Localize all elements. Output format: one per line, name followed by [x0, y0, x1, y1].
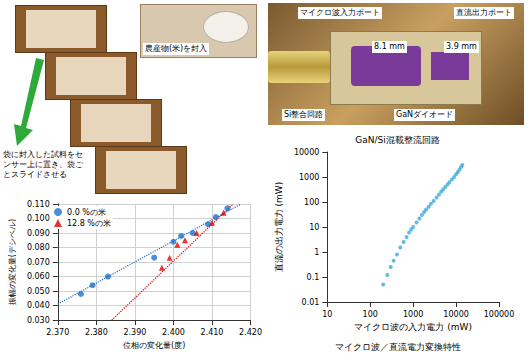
svg-text:2.420: 2.420 [239, 328, 262, 337]
svg-text:10000: 10000 [443, 310, 468, 319]
svg-text:2.370: 2.370 [46, 328, 69, 337]
svg-text:0.070: 0.070 [27, 258, 50, 267]
html-text:3.9 mm: 3.9 mm [446, 42, 477, 51]
svg-text:2.390: 2.390 [123, 328, 146, 337]
html-text:マイクロ波入力ポート: マイクロ波入力ポート [300, 8, 380, 17]
svg-text:0.080: 0.080 [27, 243, 50, 252]
svg-text:2.410: 2.410 [201, 328, 224, 337]
svg-text:100000: 100000 [484, 310, 515, 319]
svg-text:0.050: 0.050 [27, 287, 50, 296]
svg-text:0.100: 0.100 [27, 214, 50, 223]
svg-text:2.380: 2.380 [85, 328, 108, 337]
svg-text:2.400: 2.400 [162, 328, 185, 337]
svg-text:マイクロ波／直流電力変換特性: マイクロ波／直流電力変換特性 [335, 342, 461, 352]
svg-text:100: 100 [363, 310, 378, 319]
svg-text:0.060: 0.060 [27, 272, 50, 281]
svg-text:0.0 %の米: 0.0 %の米 [67, 208, 106, 217]
svg-text:0.01: 0.01 [302, 298, 320, 307]
html-text:農産物(米)を封入: 農産物(米)を封入 [145, 44, 208, 53]
svg-text:位相の変化量(度): 位相の変化量(度) [123, 341, 185, 350]
svg-text:10000: 10000 [294, 148, 319, 157]
svg-text:0.1: 0.1 [307, 273, 320, 282]
svg-text:0.040: 0.040 [27, 301, 50, 310]
svg-text:0.030: 0.030 [27, 316, 50, 325]
svg-text:振幅の変化量(デシベル): 振幅の変化量(デシベル) [8, 219, 17, 305]
svg-text:100: 100 [304, 198, 319, 207]
svg-text:マイクロ波の入力電力 (mW): マイクロ波の入力電力 (mW) [354, 322, 472, 332]
svg-text:1000: 1000 [403, 310, 423, 319]
svg-text:1: 1 [314, 248, 319, 257]
svg-text:10: 10 [309, 223, 319, 232]
html-text:GaNダイオード: GaNダイオード [396, 110, 454, 119]
svg-text:12.8 %の米: 12.8 %の米 [67, 219, 111, 228]
svg-text:GaN/Si混載整流回路: GaN/Si混載整流回路 [355, 135, 439, 145]
svg-text:0.110: 0.110 [27, 200, 50, 209]
html-text:袋に封入した試料をセンサー上に置き、袋ごとスライドさせる: 袋に封入した試料をセンサー上に置き、袋ごとスライドさせる [3, 150, 83, 179]
svg-text:0.090: 0.090 [27, 229, 50, 238]
svg-text:10: 10 [322, 310, 332, 319]
svg-text:1000: 1000 [299, 173, 319, 182]
html-text:直流出力ポート: 直流出力ポート [456, 8, 512, 17]
svg-text:直流の出力電力 (mW): 直流の出力電力 (mW) [274, 182, 284, 273]
html-text:Si整合回路: Si整合回路 [284, 110, 324, 119]
html-text:8.1 mm: 8.1 mm [374, 42, 405, 51]
